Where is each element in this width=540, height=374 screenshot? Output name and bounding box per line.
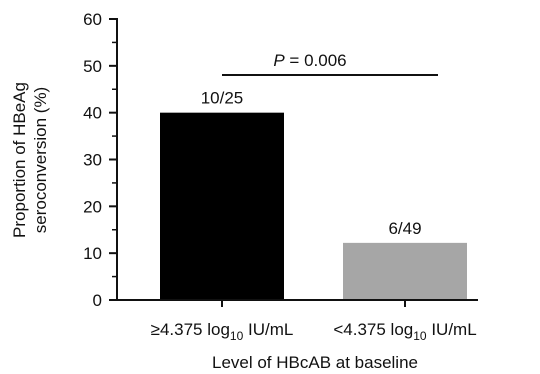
y-axis-title-line-1: Proportion of HBeAg [10,82,29,238]
y-tick-label: 40 [83,104,102,123]
bar [160,112,284,301]
category-label-unit: IU/mL [427,320,477,339]
bar-value-label: 10/25 [201,89,244,108]
category-label-subscript: 10 [413,329,427,343]
y-tick-label: 0 [93,291,102,310]
bar-labels: 10/25 6/49 [201,89,422,238]
y-axis-title-line-2: seroconversion (%) [31,87,50,233]
category-label-unit: IU/mL [243,320,293,339]
y-tick-label: 30 [83,151,102,170]
bar [343,242,467,300]
x-axis-title: Level of HBcAB at baseline [212,353,418,372]
y-tick-label: 60 [83,10,102,29]
category-label-subscript: 10 [230,329,244,343]
y-tick-label: 10 [83,244,102,263]
category-label-main: ≥4.375 log [151,320,230,339]
p-value-label: P = 0.006 [273,51,346,70]
category-label-main: <4.375 log [333,320,413,339]
y-tick-label: 50 [83,57,102,76]
category-label: <4.375 log10 IU/mL [333,320,476,343]
p-symbol: P [273,51,285,70]
p-value: = 0.006 [285,51,347,70]
y-axis-ticks: 0 10 20 30 40 50 60 [83,10,117,310]
bars [160,112,467,301]
y-tick-label: 20 [83,197,102,216]
bar-value-label: 6/49 [388,219,421,238]
category-label: ≥4.375 log10 IU/mL [151,320,294,343]
x-axis-ticks: ≥4.375 log10 IU/mL <4.375 log10 IU/mL [151,300,477,343]
